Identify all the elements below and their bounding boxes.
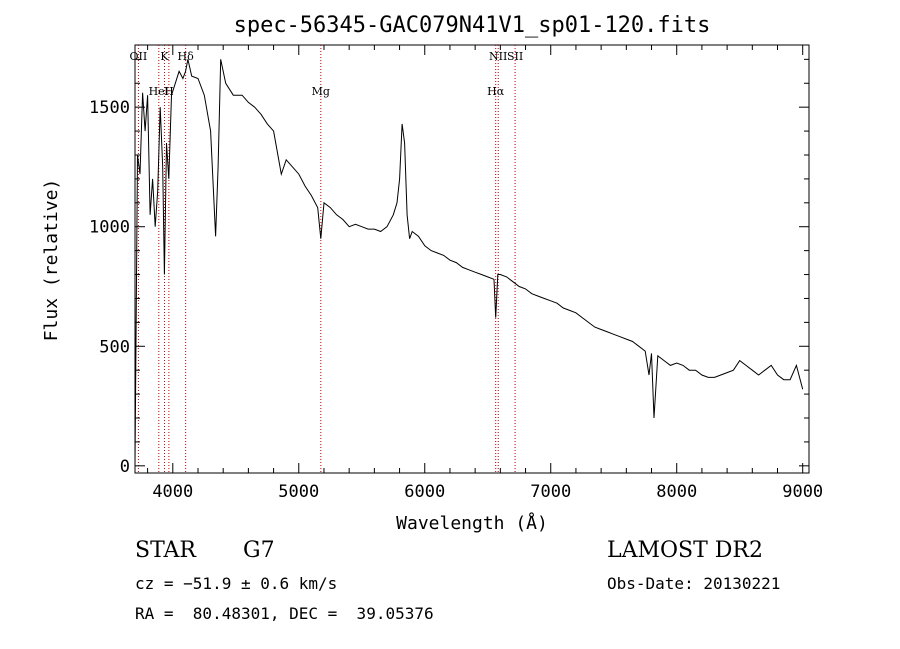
x-tick-label: 5000 [278, 482, 319, 502]
chart-title: spec-56345-GAC079N41V1_sp01-120.fits [234, 13, 711, 38]
spectrum-series-line [134, 59, 804, 465]
line-marker-label: SII [507, 50, 523, 63]
line-marker-label: K [160, 50, 169, 63]
line-marker-label: Mg [312, 85, 330, 98]
line-marker-label: H [164, 85, 174, 98]
obs-date-readout: Obs-Date: 20130221 [607, 574, 781, 593]
spectral-line-markers [137, 45, 516, 473]
x-tick-label: 8000 [656, 482, 697, 502]
x-tick-label: 7000 [530, 482, 571, 502]
plot-frame [134, 44, 810, 474]
class-label: STAR [135, 538, 196, 563]
y-tick-label: 1500 [89, 98, 130, 118]
y-axis-label: Flux (relative) [41, 179, 62, 342]
line-marker-label: Hδ [178, 50, 195, 63]
x-axis: 4000 5000 6000 7000 8000 9000 [147, 45, 823, 502]
subclass-label: G7 [243, 538, 275, 563]
spectral-line-labels: OII HeI K H Hδ Mg NII Hα SII [130, 50, 524, 98]
line-marker-label: OII [130, 50, 148, 63]
y-tick-label: 0 [120, 457, 130, 477]
x-tick-label: 9000 [782, 482, 823, 502]
line-marker-label: NII [489, 50, 507, 63]
x-tick-label: 6000 [404, 482, 445, 502]
x-tick-label: 4000 [152, 482, 193, 502]
velocity-readout: cz = −51.9 ± 0.6 km/s [135, 574, 338, 593]
coordinates-readout: RA = 80.48301, DEC = 39.05376 [135, 604, 434, 623]
survey-label: LAMOST DR2 [607, 538, 763, 563]
y-tick-label: 500 [99, 337, 130, 357]
y-tick-label: 1000 [89, 218, 130, 238]
line-marker-label: Hα [487, 85, 505, 98]
y-axis: 0 500 1000 1500 [89, 58, 809, 477]
line-marker-label: HeI [149, 85, 169, 98]
x-axis-label: Wavelength (Å) [396, 512, 548, 534]
